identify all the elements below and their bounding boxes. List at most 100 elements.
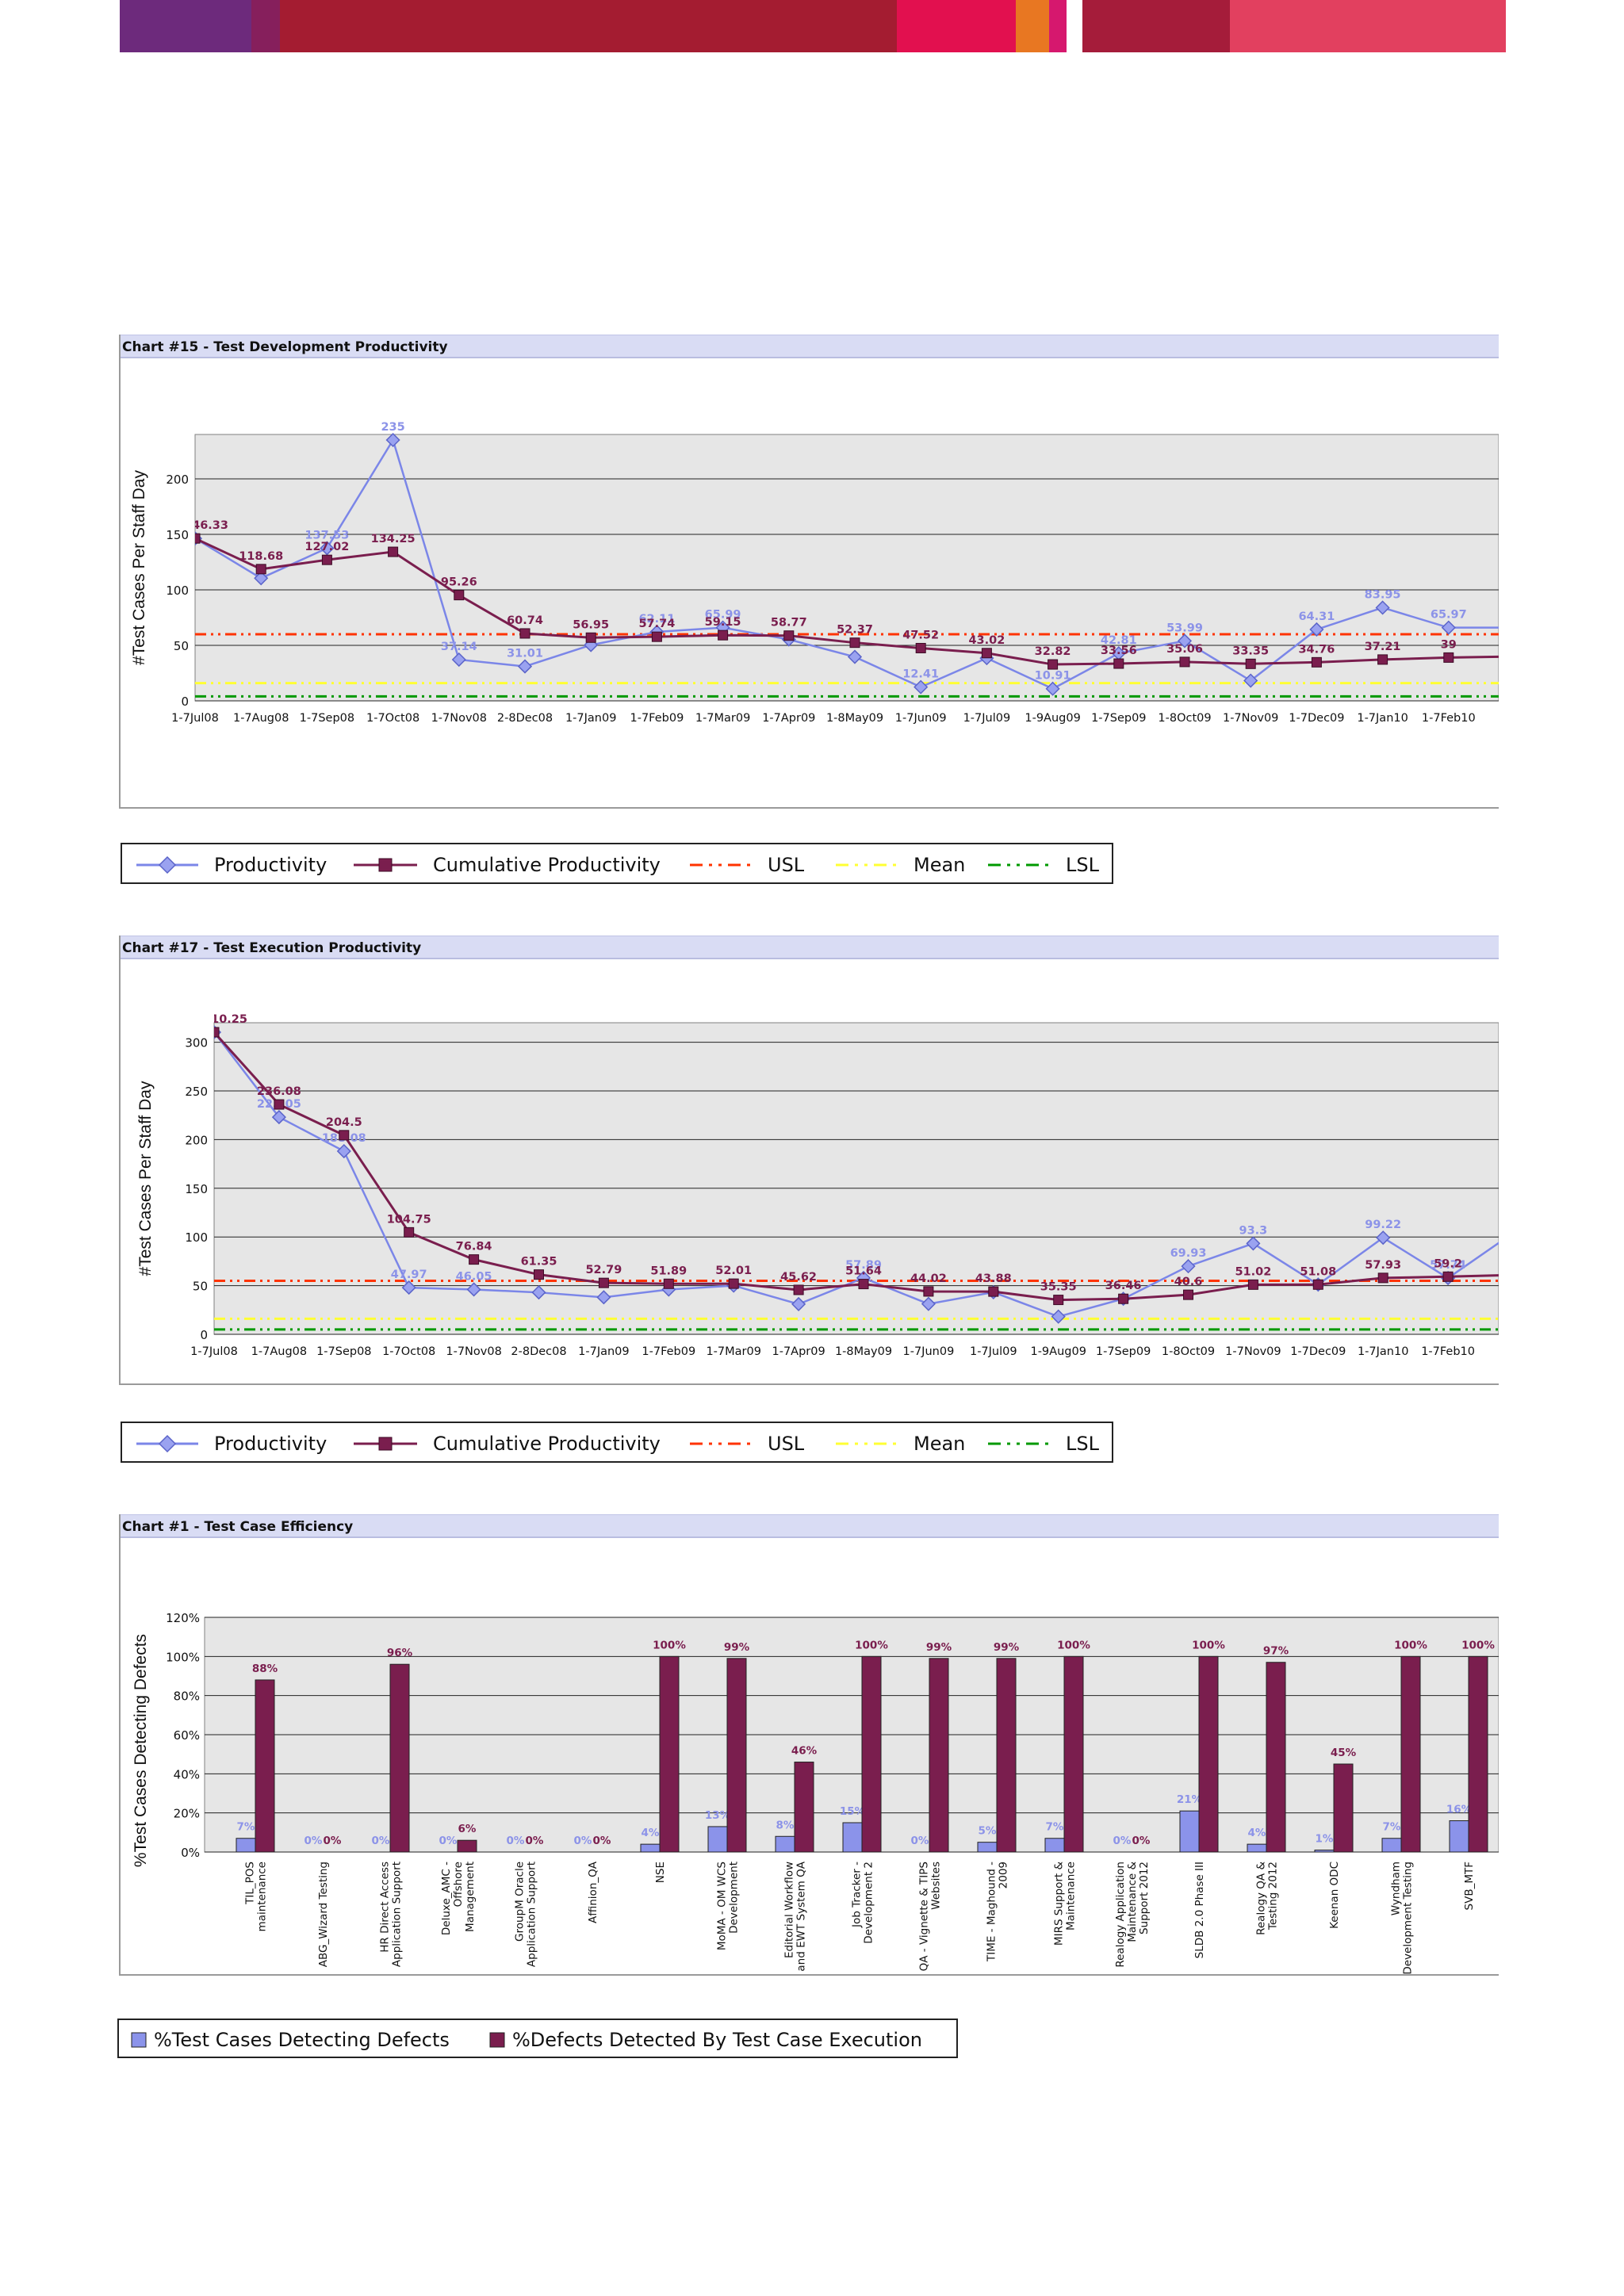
data-point-diamond — [385, 432, 400, 448]
data-label: 100% — [855, 1639, 888, 1651]
data-label: 37.21 — [1365, 641, 1401, 653]
data-label: 127.02 — [304, 541, 349, 553]
x-tick-label-line: Offshore — [452, 1862, 465, 1907]
x-tick-label: 1-7Sep09 — [1091, 712, 1146, 725]
data-point-square — [858, 1279, 869, 1290]
bar-test-cases-detecting — [1314, 1850, 1335, 1853]
data-label: 146.33 — [184, 519, 228, 532]
data-point-square — [783, 630, 795, 641]
x-tick-label-line: Websites — [930, 1862, 943, 1910]
x-tick-label-line: Application Support — [391, 1862, 404, 1967]
bar-defects-detected — [1266, 1662, 1286, 1853]
bar-test-cases-detecting — [977, 1842, 998, 1853]
x-tick-label: 1-7Dec09 — [1289, 712, 1344, 725]
data-point-square — [1245, 658, 1256, 669]
bar-defects-detected — [1333, 1763, 1354, 1853]
y-tick-label: 60% — [174, 1728, 200, 1743]
data-point-diamond — [401, 1280, 416, 1295]
data-point-diamond — [1177, 633, 1193, 649]
data-point-square — [1312, 1279, 1323, 1290]
data-label: 0% — [372, 1835, 390, 1847]
y-tick-label: 0 — [200, 1328, 208, 1342]
data-label: 58.77 — [771, 617, 807, 629]
data-label: 100% — [1394, 1639, 1427, 1651]
y-tick-label: 200 — [185, 1133, 208, 1147]
data-label: 52.01 — [715, 1265, 752, 1277]
x-tick-label: NSE — [654, 1862, 667, 1883]
x-tick-label-line: Maintenance & — [1126, 1862, 1139, 1942]
data-label: 42.81 — [1101, 634, 1137, 647]
bar-test-cases-detecting — [640, 1843, 661, 1853]
data-label: 0% — [439, 1835, 458, 1847]
data-label: 64.31 — [1298, 610, 1335, 623]
data-label: 204.5 — [326, 1116, 362, 1129]
y-axis-title: #Test Cases Per Staff Day — [130, 470, 148, 665]
data-label: 51.08 — [1300, 1265, 1336, 1278]
data-label: 88% — [252, 1663, 278, 1675]
data-label: 57.74 — [638, 618, 675, 630]
x-tick-label: 1-7Feb09 — [630, 712, 684, 725]
x-tick-label-line: Development — [728, 1862, 741, 1934]
data-point-square — [923, 1286, 934, 1297]
x-tick-label: Keenan ODC — [1328, 1862, 1341, 1929]
x-tick-label: 1-8May09 — [835, 1345, 892, 1358]
data-point-square — [1053, 1295, 1064, 1306]
legend-svg: Productivity Cumulative Productivity USL Me… — [136, 1433, 1100, 1455]
data-label: 43.88 — [975, 1272, 1012, 1285]
data-point-square — [1048, 659, 1059, 670]
data-label: 118.68 — [239, 550, 283, 563]
data-label: 57.89 — [845, 1259, 882, 1272]
x-tick-label: 1-8May09 — [826, 712, 883, 725]
header-color-bar — [120, 0, 1506, 52]
data-point-diamond — [271, 1110, 286, 1125]
data-point-diamond — [914, 679, 929, 695]
data-label: 4% — [642, 1827, 660, 1839]
x-tick-label: QA - Vignette & TIPSWebsites — [918, 1862, 943, 1971]
data-label: 62.11 — [638, 613, 675, 626]
legend-marker-diamond — [158, 855, 177, 874]
legend-swatch-test-cases — [131, 2032, 147, 2048]
x-tick-label-line: GroupM Oracle — [514, 1862, 527, 1942]
x-tick-label-line: MoMA - OM WCS — [716, 1862, 729, 1950]
data-label: 34.76 — [1298, 643, 1335, 656]
x-tick-label: 1-7Aug08 — [251, 1345, 307, 1358]
data-label: 35.06 — [1166, 643, 1203, 656]
chart-15-legend: Productivity Cumulative Productivity USL Me… — [121, 843, 1113, 884]
x-tick-label: SVB_MTF — [1463, 1862, 1476, 1910]
y-tick-label: 40% — [174, 1767, 200, 1781]
x-tick-label: 1-7Mar09 — [695, 712, 751, 725]
data-point-square — [534, 1269, 544, 1280]
x-tick-label-line: and EWT System QA — [795, 1861, 808, 1971]
data-point-diamond — [531, 1285, 546, 1300]
x-tick-label: MIRS Support &Maintenance — [1053, 1862, 1078, 1946]
data-label: 69.93 — [1170, 1247, 1207, 1260]
data-label: 57.74 — [1430, 1259, 1466, 1272]
x-tick-label: 1-7Oct08 — [382, 1345, 435, 1358]
data-label: 137.53 — [304, 529, 349, 541]
y-tick-label: 100 — [166, 584, 189, 598]
header-bar-segment — [1049, 0, 1067, 52]
data-point-diamond — [791, 1296, 806, 1311]
x-tick-label: Realogy ApplicationMaintenance &Support … — [1114, 1862, 1151, 1968]
chart-1-legend: %Test Cases Detecting Defects %Defects De… — [117, 2019, 958, 2058]
data-label: 99.22 — [1365, 1219, 1401, 1231]
x-tick-label-line: Maintenance — [1065, 1862, 1078, 1931]
data-label: 5% — [979, 1825, 997, 1838]
data-point-square — [469, 1254, 480, 1265]
x-tick-label-line: Testing 2012 — [1267, 1862, 1280, 1931]
data-label: 100% — [1057, 1639, 1090, 1651]
data-label: 0% — [324, 1835, 342, 1847]
legend-label: USL — [768, 1433, 805, 1455]
data-label: 4% — [1248, 1827, 1266, 1839]
x-tick-label: 1-7Jul09 — [963, 712, 1011, 725]
x-tick-label-line: TIL_POS — [244, 1862, 257, 1905]
bar-defects-detected — [457, 1839, 477, 1853]
data-point-diamond — [1441, 620, 1456, 635]
x-tick-label: 1-7Jul08 — [190, 1345, 238, 1358]
x-tick-label: Editorial Workflowand EWT System QA — [783, 1861, 808, 1971]
x-tick-label: Affinion_QA — [587, 1861, 599, 1923]
data-label: 13% — [705, 1809, 731, 1822]
data-label: 100% — [1192, 1639, 1225, 1651]
y-tick-label: 80% — [174, 1689, 200, 1704]
data-label: 0% — [911, 1835, 929, 1847]
